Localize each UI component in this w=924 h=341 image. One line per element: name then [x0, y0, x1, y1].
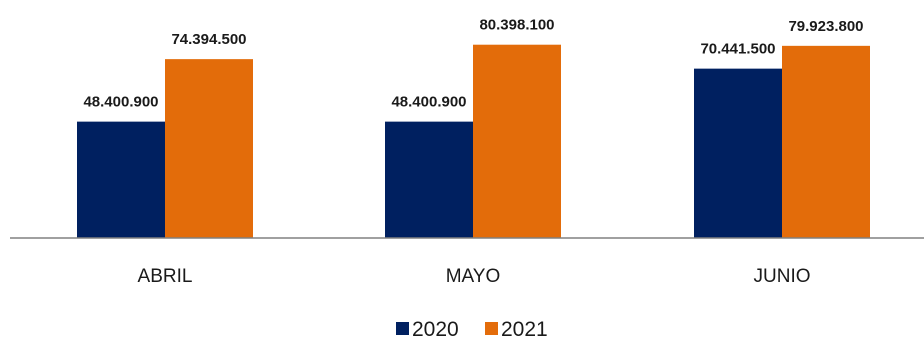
- bar-2020-abril: [77, 121, 165, 238]
- legend-label-2021: 2021: [501, 318, 548, 341]
- legend: 2020 2021: [396, 318, 548, 341]
- bar-2021-abril: [165, 59, 253, 238]
- data-labels-group: 48.400.900 74.394.500 48.400.900 80.398.100…: [83, 17, 863, 111]
- data-label-2020-mayo: 48.400.900: [391, 94, 466, 111]
- category-label-mayo: MAYO: [446, 266, 501, 287]
- legend-label-2020: 2020: [412, 318, 459, 341]
- data-label-2021-mayo: 80.398.100: [479, 17, 554, 34]
- category-label-junio: JUNIO: [754, 266, 811, 287]
- data-label-2021-abril: 74.394.500: [171, 31, 246, 48]
- legend-swatch-2021: [485, 322, 498, 335]
- legend-swatch-2020: [396, 322, 409, 335]
- data-label-2020-junio: 70.441.500: [700, 41, 775, 58]
- category-labels-group: ABRIL MAYO JUNIO: [138, 266, 811, 287]
- bar-2020-junio: [694, 68, 782, 238]
- bar-2021-junio: [782, 45, 870, 239]
- bar-2020-mayo: [385, 121, 473, 238]
- bars-group: [77, 44, 870, 239]
- category-label-abril: ABRIL: [138, 266, 193, 287]
- data-label-2021-junio: 79.923.800: [788, 18, 863, 35]
- bar-2021-mayo: [473, 44, 561, 239]
- data-label-2020-abril: 48.400.900: [83, 94, 158, 111]
